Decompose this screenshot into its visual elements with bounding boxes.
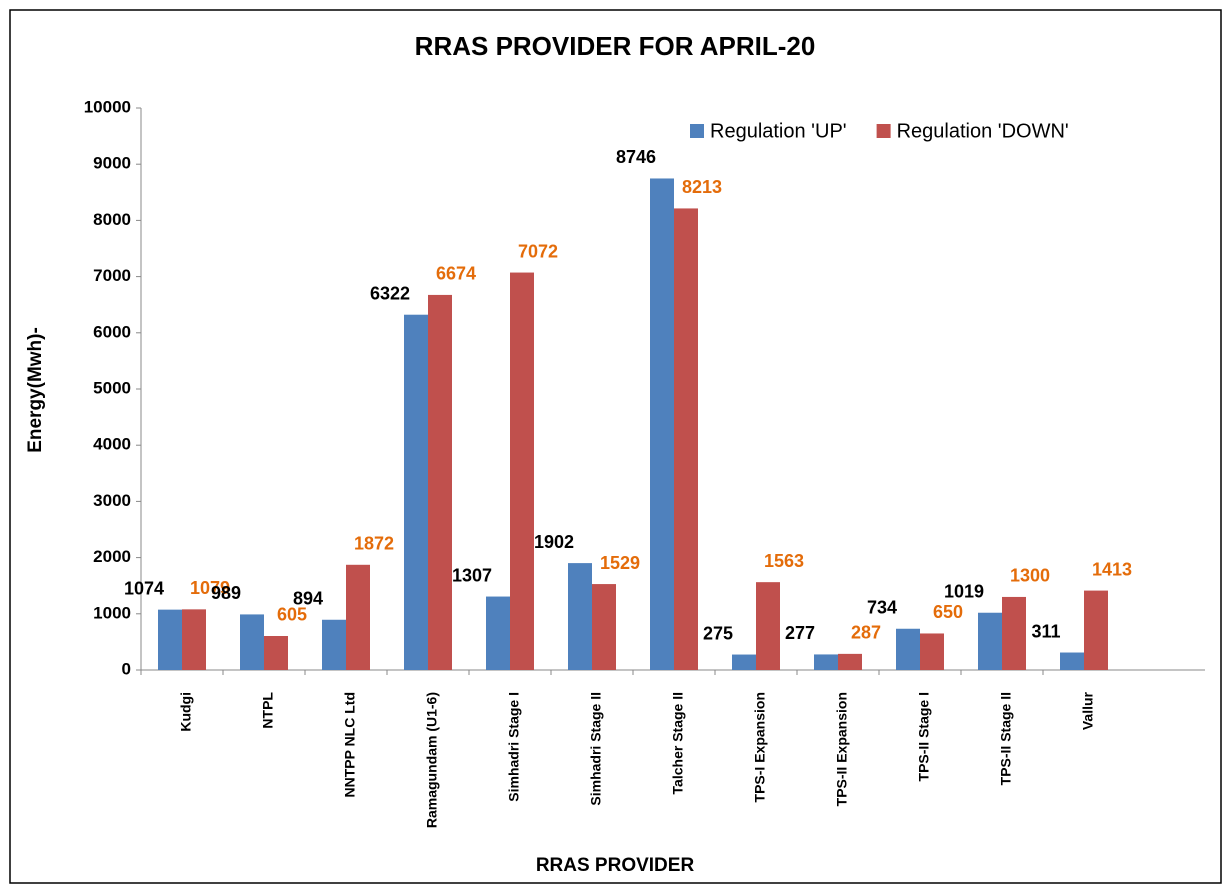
- legend-swatch: [876, 124, 891, 138]
- x-tick-label: TPS-I Expansion: [752, 692, 768, 802]
- y-tick-label: 4000: [93, 435, 131, 454]
- x-tick-label: NTPL: [260, 692, 276, 729]
- bar: [1084, 590, 1108, 670]
- bar: [650, 178, 674, 670]
- data-label: 650: [933, 602, 963, 622]
- x-tick-label: Vallur: [1080, 691, 1096, 730]
- y-tick-label: 3000: [93, 491, 131, 510]
- x-tick-label: Ramagundam (U1-6): [424, 692, 440, 828]
- bar: [896, 628, 920, 670]
- bar: [756, 582, 780, 670]
- bar: [264, 635, 288, 670]
- bar: [404, 314, 428, 670]
- bar: [240, 614, 264, 670]
- y-tick-label: 8000: [93, 210, 131, 229]
- y-axis-label: Energy(Mwh)-: [25, 327, 46, 453]
- data-label: 989: [211, 583, 241, 603]
- bar: [486, 596, 510, 670]
- y-tick-label: 0: [122, 659, 131, 678]
- bar: [568, 563, 592, 670]
- data-label: 275: [703, 623, 733, 643]
- data-label: 1529: [600, 553, 640, 573]
- bar: [1002, 596, 1026, 670]
- x-tick-label: TPS-II Expansion: [834, 692, 850, 806]
- data-label: 605: [277, 605, 307, 625]
- chart-border: [9, 9, 1222, 884]
- x-tick-label: Simhadri Stage II: [588, 692, 604, 806]
- data-label: 1074: [124, 578, 164, 598]
- x-tick-label: NNTPP NLC Ltd: [342, 692, 358, 798]
- data-label: 1413: [1092, 559, 1132, 579]
- legend-label: Regulation 'DOWN': [897, 120, 1069, 142]
- data-label: 1300: [1010, 566, 1050, 586]
- y-tick-label: 7000: [93, 266, 131, 285]
- legend-swatch: [690, 124, 704, 138]
- x-tick-label: Kudgi: [178, 692, 194, 732]
- data-label: 287: [851, 623, 881, 643]
- data-label: 311: [1031, 621, 1060, 641]
- bar: [1060, 652, 1084, 670]
- data-label: 6322: [370, 283, 410, 303]
- data-label: 1563: [764, 551, 804, 571]
- bar: [838, 653, 862, 670]
- bar: [322, 619, 346, 670]
- bar: [592, 584, 616, 670]
- data-label: 277: [785, 623, 815, 643]
- y-tick-label: 10000: [84, 97, 131, 116]
- data-label: 1307: [452, 565, 492, 585]
- x-tick-label: Talcher Stage II: [670, 692, 686, 794]
- bar: [978, 612, 1002, 670]
- data-label: 1079: [190, 578, 230, 598]
- y-tick-label: 6000: [93, 322, 131, 341]
- bar: [428, 294, 452, 670]
- x-axis-label: RRAS PROVIDER: [536, 855, 695, 876]
- bar: [674, 208, 698, 671]
- data-label: 734: [867, 597, 897, 617]
- data-label: 1902: [534, 532, 574, 552]
- bar: [920, 633, 944, 670]
- bar: [510, 272, 534, 670]
- y-tick-label: 1000: [93, 603, 131, 622]
- x-tick-label: Simhadri Stage I: [506, 692, 522, 802]
- chart-title: RRAS PROVIDER FOR APRIL-20: [415, 31, 816, 61]
- data-label: 7072: [518, 241, 558, 261]
- data-label: 6674: [436, 264, 476, 284]
- y-tick-label: 5000: [93, 378, 131, 397]
- x-tick-label: TPS-II Stage II: [998, 692, 1014, 785]
- data-label: 1019: [944, 581, 984, 601]
- data-label: 894: [293, 589, 323, 609]
- y-tick-label: 9000: [93, 154, 131, 173]
- bar: [182, 609, 206, 670]
- data-label: 8746: [616, 147, 656, 167]
- y-tick-label: 2000: [93, 547, 131, 566]
- legend-label: Regulation 'UP': [710, 120, 847, 142]
- x-tick-label: TPS-II Stage I: [916, 692, 932, 781]
- bar: [158, 609, 182, 670]
- bar: [732, 654, 756, 670]
- data-label: 8213: [682, 177, 722, 197]
- bar: [814, 654, 838, 670]
- data-label: 1872: [354, 534, 394, 554]
- bar: [346, 564, 370, 670]
